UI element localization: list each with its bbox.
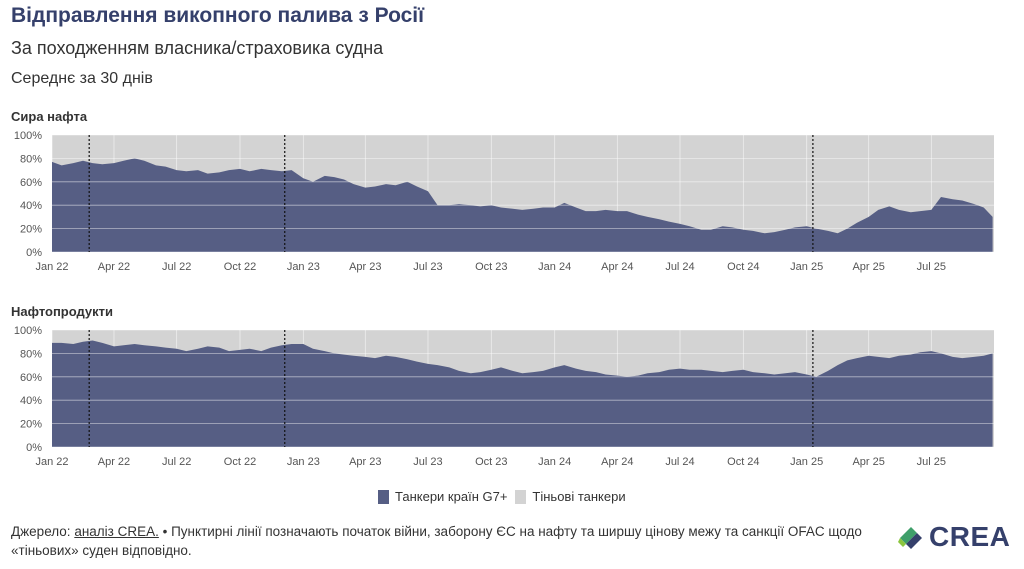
x-tick-label-1-3: Oct 22 — [224, 456, 256, 468]
y-tick-label-0-1: 20% — [20, 224, 42, 236]
legend-swatch-g7 — [378, 489, 389, 504]
x-tick-label-1-14: Jul 25 — [917, 456, 946, 468]
y-tick-label-1-4: 80% — [20, 348, 42, 360]
x-tick-label-0-1: Apr 22 — [98, 261, 130, 273]
footer-note: Джерело: аналіз CREA. • Пунктирні лінії … — [11, 522, 881, 560]
source-label: Джерело: — [11, 524, 71, 539]
y-tick-label-0-3: 60% — [20, 177, 42, 189]
y-tick-label-1-1: 20% — [20, 419, 42, 431]
y-tick-label-0-5: 100% — [14, 130, 42, 142]
x-tick-label-1-10: Jul 24 — [665, 456, 694, 468]
panel-title-crude: Сира нафта — [11, 109, 88, 124]
x-tick-label-0-6: Jul 23 — [413, 261, 442, 273]
legend-swatch-shadow — [515, 489, 527, 504]
y-tick-label-0-0: 0% — [26, 247, 42, 259]
legend-label-g7: Танкери країн G7+ — [395, 489, 508, 504]
legend: Танкери країн G7+ Тіньові танкери — [378, 489, 626, 504]
legend-label-shadow: Тіньові танкери — [532, 489, 626, 504]
x-tick-label-1-0: Jan 22 — [35, 456, 68, 468]
x-tick-label-0-10: Jul 24 — [665, 261, 694, 273]
x-tick-label-0-9: Apr 24 — [601, 261, 633, 273]
footnote-text: • Пунктирні лінії позначають початок вій… — [11, 524, 862, 558]
x-tick-label-0-12: Jan 25 — [790, 261, 823, 273]
crea-leaf-logo-icon — [898, 527, 922, 549]
y-tick-label-1-2: 40% — [20, 395, 42, 407]
x-tick-label-1-9: Apr 24 — [601, 456, 633, 468]
x-tick-label-0-3: Oct 22 — [224, 261, 256, 273]
chart-canvas: 0% 20% 40% 60% 80% 100% Jan 22 Apr 22 Jul 22 Oct … — [14, 130, 994, 468]
x-tick-label-0-2: Jul 22 — [162, 261, 191, 273]
chart-title: Відправлення викопного палива з Росії — [11, 4, 425, 27]
x-tick-label-0-5: Apr 23 — [349, 261, 381, 273]
y-tick-label-1-3: 60% — [20, 372, 42, 384]
x-tick-label-1-7: Oct 23 — [475, 456, 507, 468]
x-tick-label-1-8: Jan 24 — [538, 456, 571, 468]
x-tick-label-0-13: Apr 25 — [852, 261, 884, 273]
x-tick-label-1-5: Apr 23 — [349, 456, 381, 468]
x-tick-label-1-2: Jul 22 — [162, 456, 191, 468]
source-link[interactable]: аналіз CREA. — [74, 524, 159, 539]
x-tick-label-0-7: Oct 23 — [475, 261, 507, 273]
chart-subtitle: За походженням власника/страховика судна — [11, 38, 384, 58]
y-tick-label-0-4: 80% — [20, 153, 42, 165]
y-tick-label-0-2: 40% — [20, 200, 42, 212]
x-tick-label-1-4: Jan 23 — [287, 456, 320, 468]
x-tick-label-1-6: Jul 23 — [413, 456, 442, 468]
x-tick-label-0-8: Jan 24 — [538, 261, 571, 273]
panel-title-products: Нафтопродукти — [11, 304, 114, 319]
crea-logo-text: CREA — [929, 521, 1011, 552]
x-tick-label-0-0: Jan 22 — [35, 261, 68, 273]
chart-period-note: Середнє за 30 днів — [11, 70, 153, 87]
x-tick-label-1-11: Oct 24 — [727, 456, 759, 468]
x-tick-label-0-11: Oct 24 — [727, 261, 759, 273]
y-tick-label-1-0: 0% — [26, 442, 42, 454]
x-tick-label-1-12: Jan 25 — [790, 456, 823, 468]
crea-logo: CREA — [898, 521, 1010, 553]
x-tick-label-0-4: Jan 23 — [287, 261, 320, 273]
y-tick-label-1-5: 100% — [14, 325, 42, 337]
x-tick-label-0-14: Jul 25 — [917, 261, 946, 273]
x-tick-label-1-1: Apr 22 — [98, 456, 130, 468]
x-tick-label-1-13: Apr 25 — [852, 456, 884, 468]
area-g7-tankers-1 — [52, 340, 993, 447]
